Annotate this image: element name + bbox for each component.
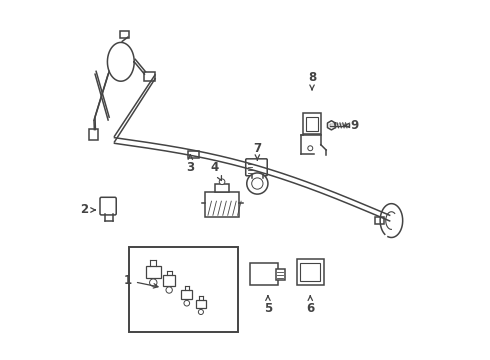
Bar (181, 290, 193, 299)
Circle shape (247, 173, 268, 194)
FancyBboxPatch shape (216, 184, 229, 192)
Bar (163, 275, 175, 286)
Text: 1: 1 (124, 274, 158, 288)
FancyBboxPatch shape (188, 151, 199, 158)
Circle shape (149, 279, 157, 286)
Text: 4: 4 (211, 161, 221, 180)
Text: 9: 9 (344, 119, 359, 132)
Text: 2: 2 (80, 203, 95, 216)
Bar (146, 266, 161, 278)
Circle shape (219, 179, 225, 185)
Bar (196, 300, 206, 309)
Circle shape (252, 178, 263, 189)
Circle shape (166, 287, 172, 293)
Bar (303, 113, 321, 134)
Bar (306, 117, 318, 131)
FancyBboxPatch shape (89, 129, 98, 140)
FancyBboxPatch shape (375, 217, 384, 224)
Text: 3: 3 (186, 155, 195, 174)
Circle shape (198, 310, 203, 315)
FancyBboxPatch shape (250, 263, 278, 285)
FancyBboxPatch shape (144, 72, 155, 81)
Text: 6: 6 (306, 296, 315, 315)
FancyBboxPatch shape (257, 167, 264, 177)
Bar (128, 247, 238, 332)
FancyBboxPatch shape (121, 31, 129, 38)
Bar (205, 192, 239, 217)
FancyBboxPatch shape (245, 159, 267, 176)
Text: 5: 5 (264, 296, 272, 315)
Circle shape (308, 146, 313, 151)
FancyBboxPatch shape (100, 197, 116, 215)
Bar (297, 259, 324, 285)
Text: 7: 7 (253, 142, 261, 160)
FancyBboxPatch shape (276, 269, 285, 280)
Circle shape (184, 300, 190, 306)
Bar (300, 263, 320, 281)
Text: 8: 8 (308, 71, 316, 90)
